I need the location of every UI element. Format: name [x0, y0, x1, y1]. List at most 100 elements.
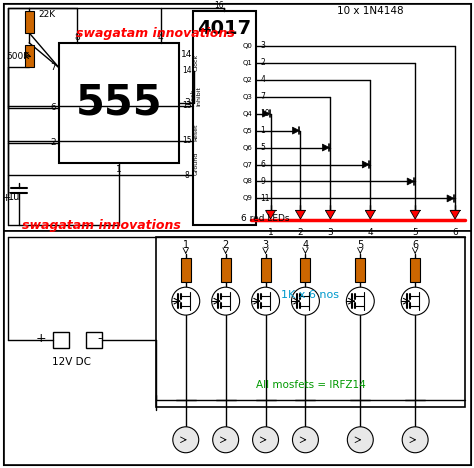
Polygon shape	[292, 127, 300, 134]
Text: 14: 14	[181, 50, 192, 59]
Bar	[410, 258, 420, 282]
Bar	[301, 258, 310, 282]
Bar	[181, 258, 191, 282]
Bar	[193, 11, 255, 226]
Text: 14: 14	[182, 66, 191, 75]
Bar	[25, 11, 34, 33]
Text: 13: 13	[182, 101, 191, 110]
Text: 4: 4	[158, 33, 164, 42]
Bar	[59, 43, 179, 162]
Text: +: +	[1, 193, 11, 204]
Circle shape	[401, 287, 429, 315]
Polygon shape	[265, 211, 275, 219]
Text: Reset: Reset	[193, 123, 198, 140]
Text: 12V DC: 12V DC	[52, 357, 91, 367]
Text: 15: 15	[182, 136, 191, 145]
Text: Clock
Inhibit: Clock Inhibit	[191, 86, 201, 106]
Circle shape	[213, 427, 238, 453]
Text: Q7: Q7	[243, 161, 253, 168]
Text: 9: 9	[261, 177, 265, 186]
Bar	[356, 258, 365, 282]
Text: 2: 2	[50, 138, 56, 147]
Circle shape	[402, 427, 428, 453]
Text: 1: 1	[116, 165, 122, 174]
Text: 11: 11	[261, 194, 270, 203]
Text: 5: 5	[412, 228, 418, 237]
Circle shape	[253, 427, 279, 453]
Text: 1: 1	[182, 240, 189, 250]
Polygon shape	[410, 211, 420, 219]
Text: Ground: Ground	[193, 152, 198, 176]
Text: 16: 16	[214, 1, 223, 10]
Text: 4: 4	[302, 240, 309, 250]
Text: Q9: Q9	[243, 196, 253, 201]
Circle shape	[292, 427, 319, 453]
Text: 2: 2	[298, 228, 303, 237]
Bar	[25, 45, 34, 67]
Text: 4017: 4017	[197, 19, 251, 38]
Text: 2: 2	[222, 240, 229, 250]
Circle shape	[212, 287, 240, 315]
Text: 1: 1	[261, 126, 265, 135]
Text: 22K: 22K	[38, 10, 55, 19]
Text: 5: 5	[261, 143, 265, 152]
Circle shape	[252, 287, 280, 315]
Text: Q2: Q2	[243, 77, 253, 83]
Text: 3: 3	[261, 41, 265, 51]
Text: 8: 8	[74, 33, 80, 42]
Text: 555: 555	[76, 82, 162, 124]
Circle shape	[173, 427, 199, 453]
Text: 6: 6	[50, 103, 56, 112]
Text: Q0: Q0	[243, 43, 253, 49]
Text: 6: 6	[261, 160, 265, 169]
Text: 1: 1	[268, 228, 273, 237]
Text: Clock: Clock	[193, 53, 198, 71]
Polygon shape	[295, 211, 305, 219]
Text: swagatam innovations: swagatam innovations	[76, 27, 235, 40]
Text: +: +	[36, 331, 46, 344]
Polygon shape	[263, 110, 270, 117]
Bar	[221, 258, 231, 282]
Text: 3: 3	[184, 98, 190, 107]
Bar	[4, 4, 471, 231]
Bar	[86, 332, 102, 348]
Bar	[53, 332, 69, 348]
Text: 6: 6	[412, 240, 418, 250]
Bar	[4, 231, 471, 465]
Text: 6: 6	[452, 228, 458, 237]
Text: -: -	[98, 331, 102, 344]
Text: Q3: Q3	[243, 94, 253, 100]
Text: 5: 5	[357, 240, 364, 250]
Circle shape	[292, 287, 319, 315]
Text: 1u: 1u	[8, 192, 20, 203]
Bar	[261, 258, 271, 282]
Circle shape	[172, 287, 200, 315]
Polygon shape	[365, 211, 375, 219]
Text: 8: 8	[184, 171, 189, 180]
Text: 3: 3	[328, 228, 333, 237]
Text: Q1: Q1	[243, 60, 253, 66]
Polygon shape	[450, 211, 460, 219]
Text: 4: 4	[367, 228, 373, 237]
Text: All mosfets = IRFZ14: All mosfets = IRFZ14	[255, 380, 365, 390]
Text: swagatam innovations: swagatam innovations	[21, 219, 181, 232]
Text: 1K x 6 nos: 1K x 6 nos	[282, 290, 339, 300]
Polygon shape	[362, 161, 369, 168]
Text: 7: 7	[50, 63, 56, 72]
Polygon shape	[407, 178, 414, 185]
Text: 3: 3	[263, 240, 269, 250]
Polygon shape	[447, 195, 454, 202]
Text: Q6: Q6	[243, 145, 253, 151]
Bar	[156, 237, 465, 407]
Polygon shape	[322, 144, 329, 151]
Circle shape	[347, 427, 373, 453]
Text: Q8: Q8	[243, 178, 253, 184]
Text: Q4: Q4	[243, 110, 253, 117]
Polygon shape	[325, 211, 336, 219]
Text: 6 red LEDs: 6 red LEDs	[241, 214, 289, 223]
Text: 2: 2	[261, 58, 265, 67]
Text: 500K: 500K	[6, 52, 29, 61]
Text: 10 x 1N4148: 10 x 1N4148	[337, 6, 403, 16]
Text: 7: 7	[261, 92, 265, 101]
Text: 4: 4	[261, 75, 265, 84]
